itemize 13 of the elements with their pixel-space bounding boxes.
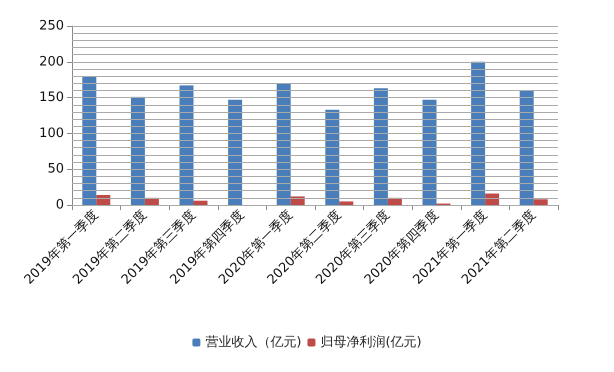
bar [194,200,208,205]
bar [96,194,110,205]
bar [534,199,548,205]
y-tick-label: 200 [39,54,64,70]
y-tick-label: 100 [39,126,64,141]
y-tick-label: 250 [39,18,64,34]
bar [339,201,354,205]
legend-label: 归母净利润(亿元) [320,335,422,350]
y-tick-label: 0 [56,198,64,212]
legend-label: 营业收入（亿元) [205,335,302,350]
bar [485,194,500,205]
y-tick-label: 150 [39,90,64,106]
y-tick-label: 50 [47,162,64,177]
